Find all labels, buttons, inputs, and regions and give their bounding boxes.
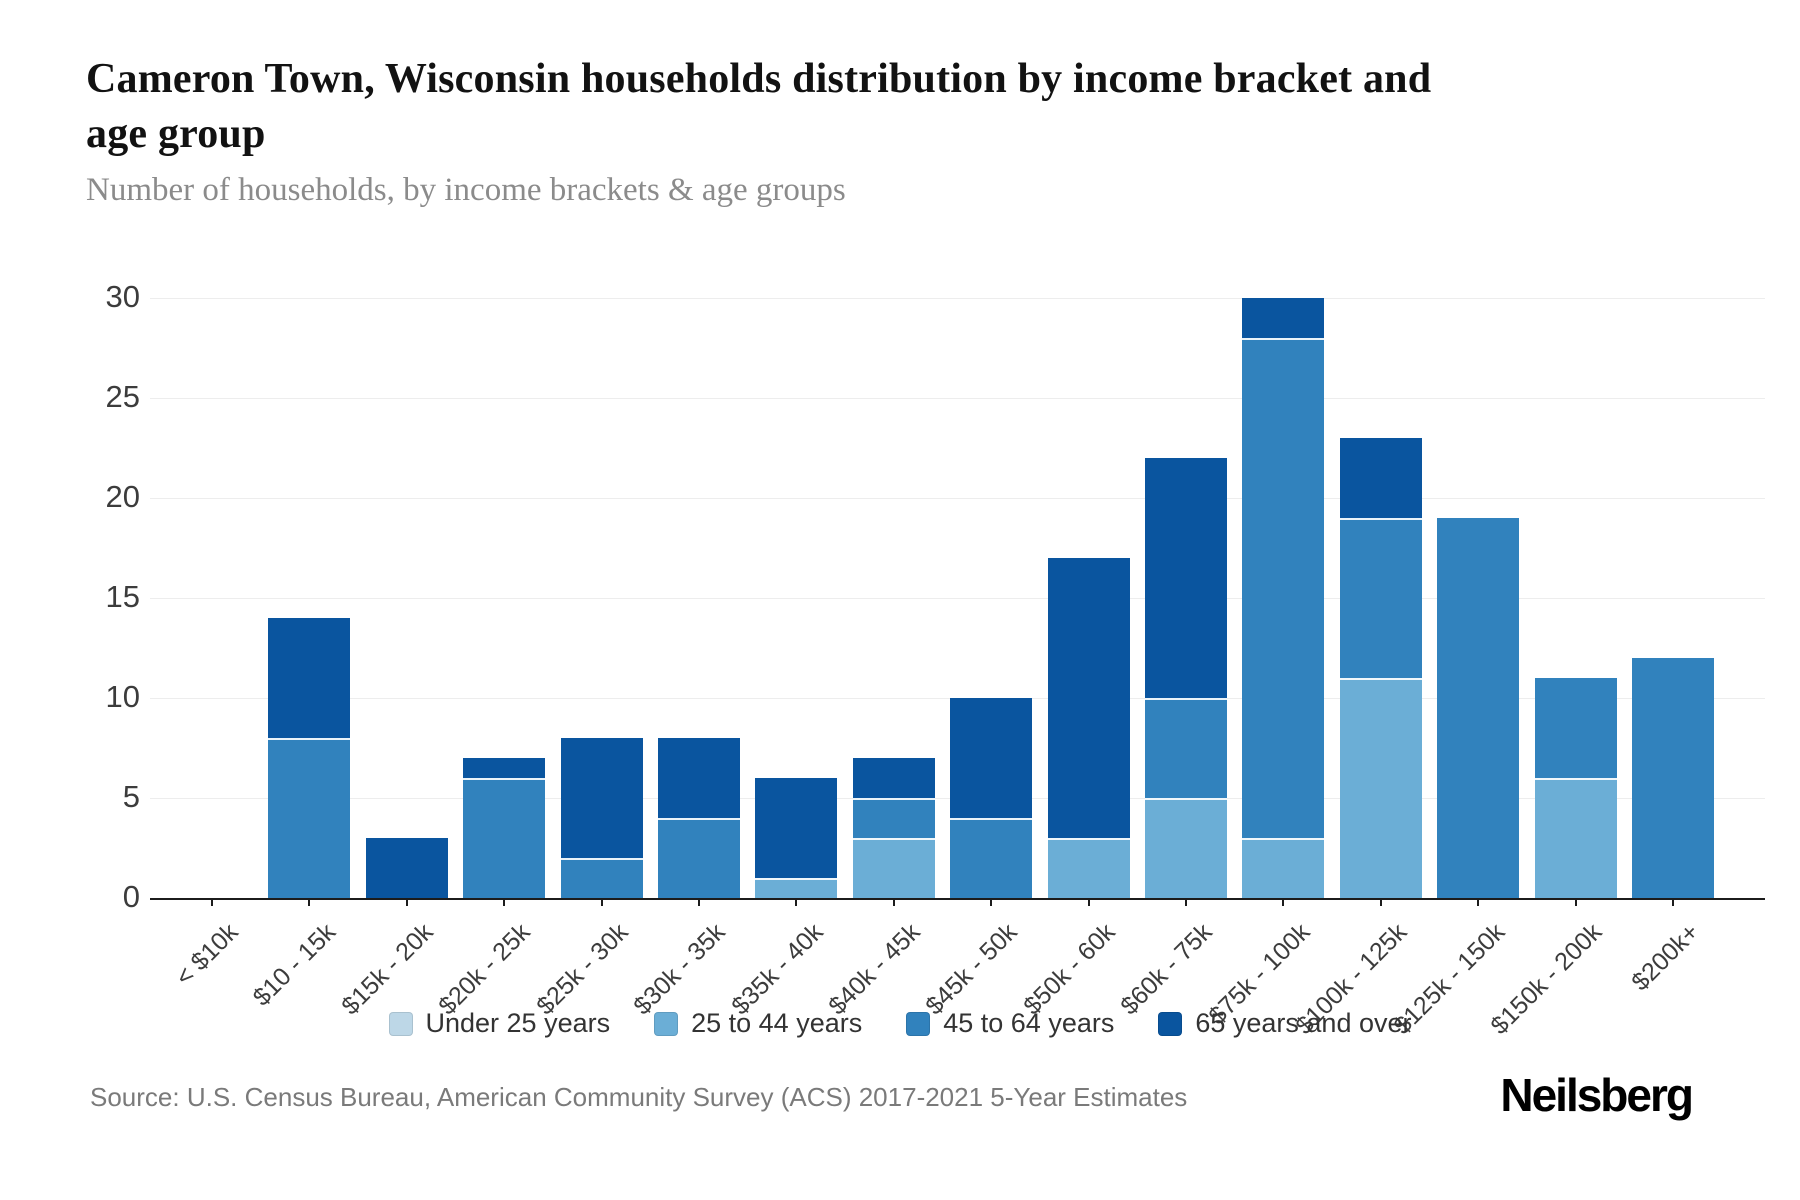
gridline <box>150 398 1765 399</box>
bar-segment[interactable] <box>658 818 740 898</box>
bar-segment[interactable] <box>852 798 935 838</box>
x-axis-label: $35k - 40k <box>725 918 829 1021</box>
y-axis-label: 30 <box>105 279 140 314</box>
x-axis-label: $15k - 20k <box>336 918 439 1021</box>
bar-segment[interactable] <box>950 698 1033 818</box>
x-axis-label: $25k - 30k <box>531 918 634 1021</box>
x-axis-label: $40k - 45k <box>823 918 926 1021</box>
legend-swatch-icon <box>654 1011 679 1036</box>
axis-tick <box>1379 898 1382 906</box>
bar-segment[interactable] <box>560 858 643 898</box>
bar-segment[interactable] <box>268 738 351 898</box>
x-axis-line <box>150 898 1765 900</box>
axis-tick <box>698 898 700 906</box>
bar-segment[interactable] <box>1339 678 1422 898</box>
page-title: Cameron Town, Wisconsin households distr… <box>86 56 1432 157</box>
x-axis-label: < $10k <box>170 918 244 992</box>
bar-segment[interactable] <box>1242 838 1325 898</box>
bar-segment[interactable] <box>755 778 838 878</box>
x-axis-label: $10 - 15k <box>247 918 342 1012</box>
bar-segment[interactable] <box>268 618 351 738</box>
y-axis-label: 10 <box>105 679 140 714</box>
axis-tick <box>405 898 408 906</box>
bar-segment[interactable] <box>560 738 643 858</box>
legend-swatch-icon <box>906 1011 931 1036</box>
chart-legend: Under 25 years 25 to 44 years 45 to 64 yea… <box>0 1008 1800 1039</box>
axis-tick <box>1087 898 1090 906</box>
legend-item[interactable]: 65 years and over <box>1158 1008 1412 1039</box>
bar-segment[interactable] <box>1145 698 1227 798</box>
bar-segment[interactable] <box>852 838 935 898</box>
y-axis-labels: 0 5 10 15 20 25 30 <box>88 279 140 914</box>
legend-item[interactable]: 25 to 44 years <box>654 1008 862 1039</box>
y-axis-label: 25 <box>105 379 140 414</box>
bar-segment[interactable] <box>755 878 838 898</box>
x-axis-label: $20k - 25k <box>433 918 537 1021</box>
bar-segment[interactable] <box>463 778 546 898</box>
axis-tick <box>1672 898 1674 906</box>
axis-tick <box>1477 898 1480 906</box>
plot-area: < $10k $10 - 15k $15k - 20k $20k - 25k $25k … <box>150 298 1765 1040</box>
x-axis-label: $60k - 75k <box>1115 918 1218 1021</box>
axis-tick <box>1282 898 1285 906</box>
bar-segment[interactable] <box>1047 838 1130 898</box>
axis-tick <box>990 898 993 906</box>
legend-item[interactable]: Under 25 years <box>388 1008 611 1039</box>
x-axis-label: $30k - 35k <box>628 918 731 1021</box>
gridline <box>150 598 1765 599</box>
axis-tick <box>600 898 603 906</box>
y-axis-label: 0 <box>122 879 140 914</box>
bar-segment[interactable] <box>1339 438 1422 518</box>
legend-label: 25 to 44 years <box>691 1008 863 1038</box>
x-axis-label: $45k - 50k <box>920 918 1024 1021</box>
bar-segment[interactable] <box>1145 458 1227 698</box>
gridline <box>150 298 1765 299</box>
bar-segment[interactable] <box>1047 558 1130 838</box>
legend-label: 65 years and over <box>1195 1008 1412 1038</box>
bar-segment[interactable] <box>1534 678 1617 778</box>
bar-segment[interactable] <box>1339 518 1422 678</box>
axis-tick <box>1185 898 1187 906</box>
legend-swatch-icon <box>1158 1011 1183 1036</box>
source-attribution: Source: U.S. Census Bureau, American Com… <box>90 1082 1188 1112</box>
y-axis-label: 5 <box>122 779 140 814</box>
axis-tick <box>1574 898 1577 906</box>
bar-segment[interactable] <box>1145 798 1227 898</box>
bar-segment[interactable] <box>1632 658 1714 898</box>
bar-segment[interactable] <box>950 818 1033 898</box>
x-axis-label: $50k - 60k <box>1018 918 1121 1021</box>
x-axis-label: $200k+ <box>1626 918 1705 997</box>
legend-label: Under 25 years <box>425 1008 611 1038</box>
bar-segment[interactable] <box>1534 778 1617 898</box>
axis-tick <box>308 898 311 906</box>
axis-tick <box>795 898 798 906</box>
bar-segment[interactable] <box>1437 518 1520 898</box>
bar-segment[interactable] <box>658 738 740 818</box>
neilsberg-logo: Neilsberg <box>1500 1069 1694 1121</box>
gridline <box>150 498 1765 499</box>
y-axis-label: 15 <box>105 579 140 614</box>
page-subtitle: Number of households, by income brackets… <box>86 172 846 208</box>
bar-segment[interactable] <box>1242 298 1325 338</box>
bar-segment[interactable] <box>365 838 448 898</box>
axis-tick <box>211 898 213 906</box>
legend-label: 45 to 64 years <box>943 1008 1115 1038</box>
y-axis-label: 20 <box>105 479 140 514</box>
bar-segment[interactable] <box>463 758 546 778</box>
legend-item[interactable]: 45 to 64 years <box>906 1008 1114 1039</box>
bar-segment[interactable] <box>852 758 935 798</box>
bar-segment[interactable] <box>1242 338 1325 838</box>
axis-tick <box>892 898 895 906</box>
axis-tick <box>503 898 506 906</box>
legend-swatch-icon <box>388 1011 413 1036</box>
